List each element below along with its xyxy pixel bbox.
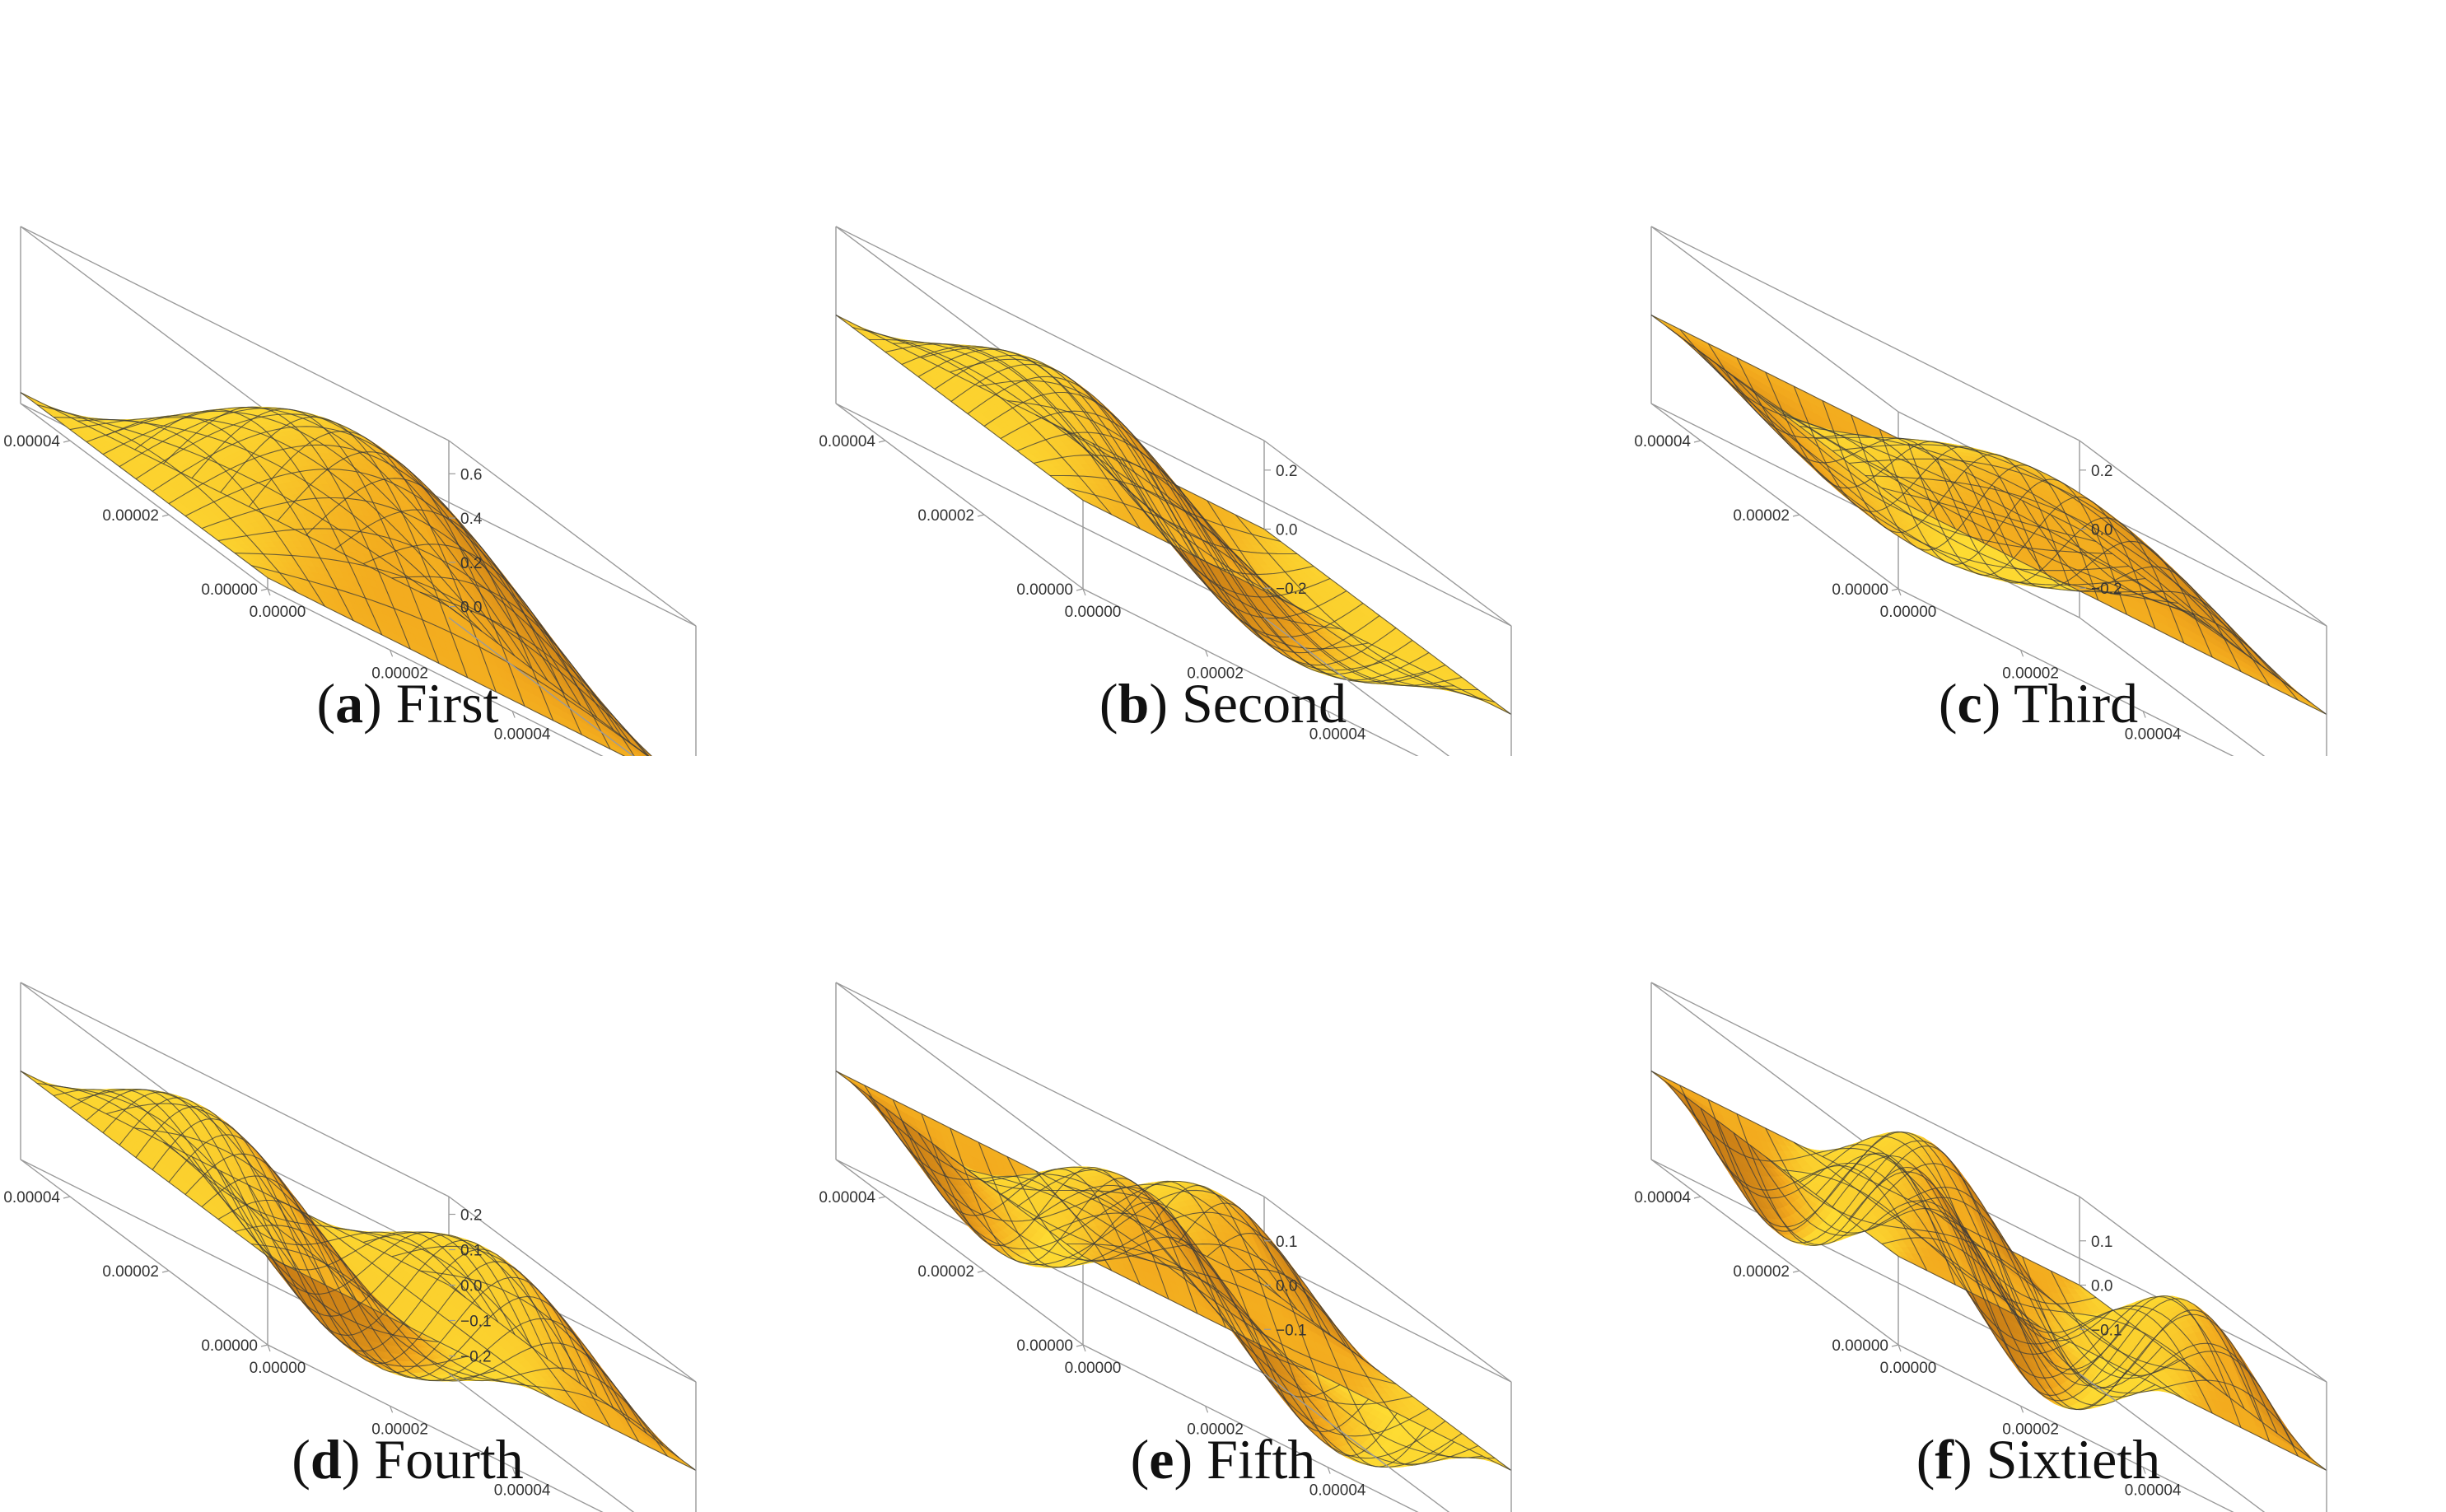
x-tick-label-a-0: 0.00000 — [250, 604, 306, 621]
box-back-edge-a-7 — [448, 440, 697, 627]
z-tick-label-a-0: 0.0 — [460, 600, 482, 617]
y-tick-label-a-0: 0.00000 — [201, 581, 258, 599]
caption-a: (a) First — [0, 671, 815, 736]
surface-plot-a: 0.000000.000020.000040.000060.000000.000… — [3, 226, 697, 756]
y-tick-mark-a-0 — [260, 588, 268, 591]
z-tick-label-a-1: 0.2 — [460, 555, 482, 572]
y-tick-mark-a-2 — [63, 440, 71, 443]
panel-a: 0.000000.000020.000040.000060.000000.000… — [0, 0, 815, 756]
box-back-edge-a-6 — [20, 226, 450, 441]
caption-letter-a: a — [335, 672, 363, 735]
y-tick-mark-a-1 — [161, 514, 170, 517]
y-tick-label-a-1: 0.00002 — [102, 507, 159, 525]
panel-b: 0.000000.000020.000040.000060.000000.000… — [815, 0, 1631, 756]
y-tick-label-a-2: 0.00004 — [3, 433, 60, 450]
surface-plot-b: 0.000000.000020.000040.000060.000000.000… — [819, 226, 1512, 756]
z-tick-label-a-2: 0.4 — [460, 511, 483, 528]
box-back-edge-a-5 — [20, 226, 268, 413]
box-back-edge-a-0 — [20, 403, 268, 590]
caption-text-a: First — [396, 672, 499, 735]
z-tick-label-a-3: 0.6 — [460, 466, 482, 483]
